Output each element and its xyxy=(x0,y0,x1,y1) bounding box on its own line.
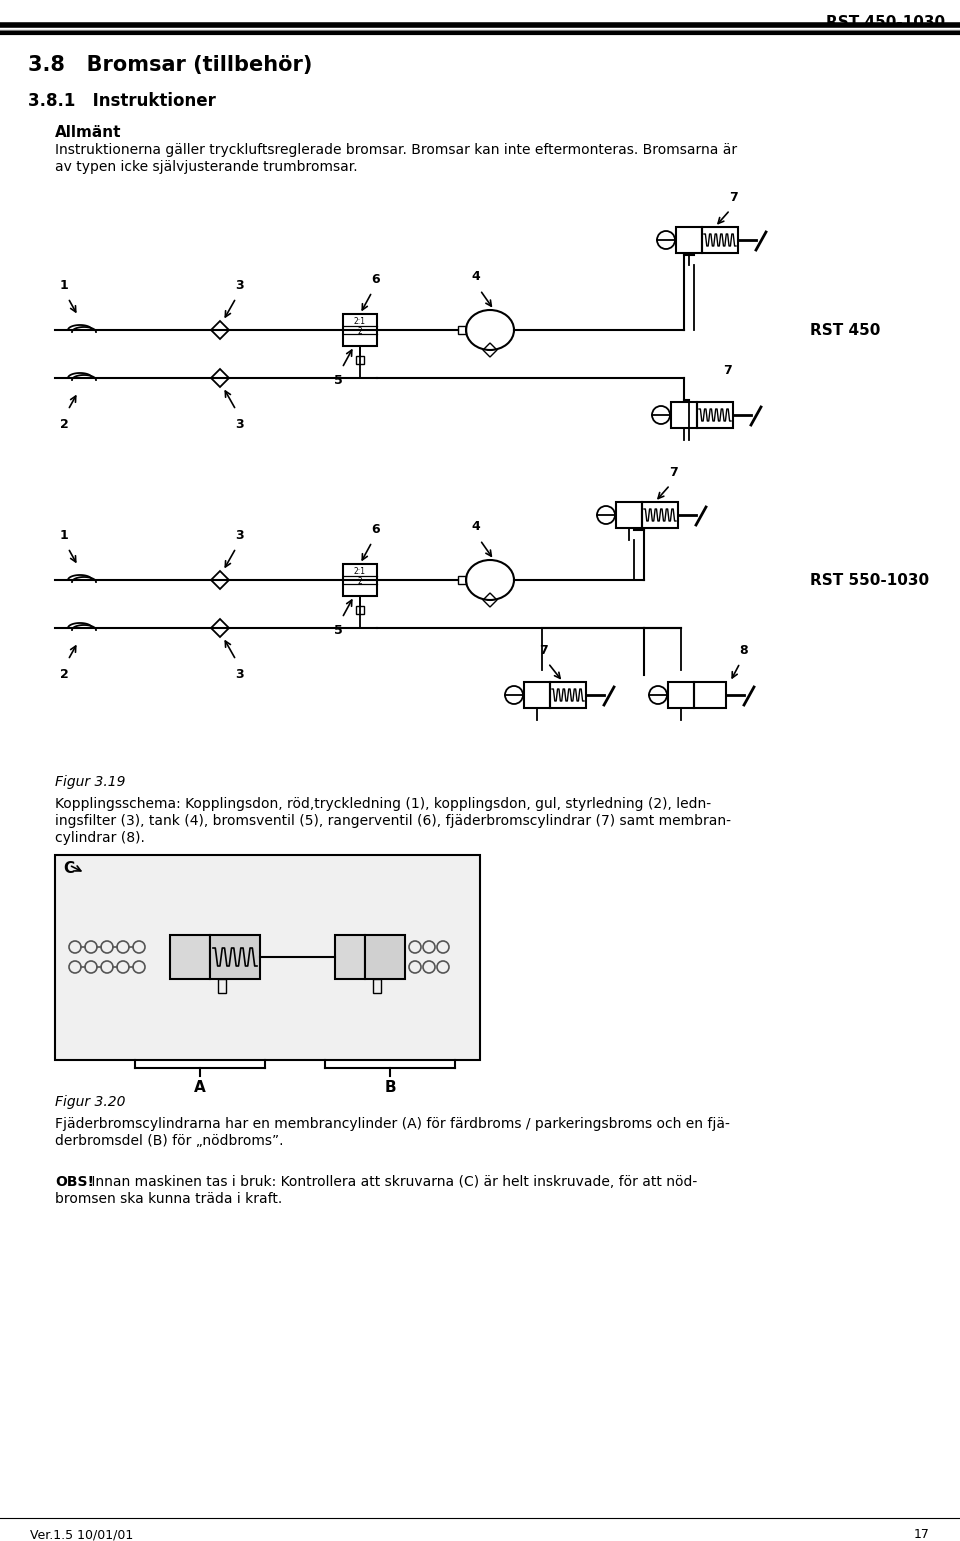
Text: 4: 4 xyxy=(471,519,480,533)
Text: 3: 3 xyxy=(236,279,244,291)
Text: bromsen ska kunna träda i kraft.: bromsen ska kunna träda i kraft. xyxy=(55,1193,282,1207)
Text: OBS!: OBS! xyxy=(55,1174,94,1190)
Bar xyxy=(524,683,550,707)
Text: A: A xyxy=(194,1080,205,1096)
Bar xyxy=(697,402,733,428)
Text: 3.8.1   Instruktioner: 3.8.1 Instruktioner xyxy=(28,92,216,109)
Text: 2: 2 xyxy=(60,667,68,681)
Bar xyxy=(458,576,466,584)
Text: av typen icke självjusterande trumbromsar.: av typen icke självjusterande trumbromsa… xyxy=(55,160,358,174)
Bar xyxy=(365,935,405,979)
Bar xyxy=(458,327,466,334)
Text: cylindrar (8).: cylindrar (8). xyxy=(55,831,145,844)
Text: 3.8   Bromsar (tillbehör): 3.8 Bromsar (tillbehör) xyxy=(28,55,312,76)
Bar xyxy=(343,564,377,596)
Text: 2:1: 2:1 xyxy=(354,567,366,575)
Bar xyxy=(642,502,678,529)
Text: Innan maskinen tas i bruk: Kontrollera att skruvarna (C) är helt inskruvade, för: Innan maskinen tas i bruk: Kontrollera a… xyxy=(87,1174,697,1190)
Bar xyxy=(335,935,365,979)
Text: 3: 3 xyxy=(236,418,244,431)
Text: Kopplingsschema: Kopplingsdon, röd,tryckledning (1), kopplingsdon, gul, styrledn: Kopplingsschema: Kopplingsdon, röd,tryck… xyxy=(55,797,711,811)
Text: 1: 1 xyxy=(60,529,68,542)
Text: Figur 3.19: Figur 3.19 xyxy=(55,775,126,789)
Text: 17: 17 xyxy=(914,1529,930,1541)
Bar xyxy=(170,935,210,979)
Text: 2: 2 xyxy=(358,576,362,586)
Text: derbromsdel (B) för „nödbroms”.: derbromsdel (B) för „nödbroms”. xyxy=(55,1134,283,1148)
Text: 7: 7 xyxy=(540,644,548,656)
Bar xyxy=(694,683,726,707)
Bar xyxy=(676,227,702,253)
Bar xyxy=(373,979,381,992)
Text: 7: 7 xyxy=(730,191,738,203)
Bar xyxy=(356,606,364,613)
Text: Fjäderbromscylindrarna har en membrancylinder (A) för färdbroms / parkeringsbrom: Fjäderbromscylindrarna har en membrancyl… xyxy=(55,1117,730,1131)
Text: RST 550-1030: RST 550-1030 xyxy=(810,573,929,587)
Bar xyxy=(702,227,738,253)
Text: RST 450-1030: RST 450-1030 xyxy=(826,15,945,29)
Text: 2: 2 xyxy=(358,327,362,336)
Text: 7: 7 xyxy=(670,465,679,479)
Text: Figur 3.20: Figur 3.20 xyxy=(55,1096,126,1110)
Text: 4: 4 xyxy=(471,270,480,284)
Text: 8: 8 xyxy=(740,644,748,656)
Text: B: B xyxy=(384,1080,396,1096)
Text: 2:1: 2:1 xyxy=(354,316,366,325)
Text: C: C xyxy=(63,861,74,875)
Bar xyxy=(671,402,697,428)
Text: 5: 5 xyxy=(334,374,343,387)
Text: ingsfilter (3), tank (4), bromsventil (5), rangerventil (6), fjäderbromscylindra: ingsfilter (3), tank (4), bromsventil (5… xyxy=(55,814,731,828)
Text: 6: 6 xyxy=(372,273,380,287)
Text: 3: 3 xyxy=(236,667,244,681)
Text: 7: 7 xyxy=(723,364,732,378)
Bar xyxy=(668,683,694,707)
Text: 6: 6 xyxy=(372,522,380,536)
Bar xyxy=(550,683,586,707)
Text: 3: 3 xyxy=(236,529,244,542)
Text: Ver.1.5 10/01/01: Ver.1.5 10/01/01 xyxy=(30,1529,133,1541)
Bar xyxy=(343,314,377,347)
Bar xyxy=(55,855,480,1060)
Text: 1: 1 xyxy=(60,279,68,291)
Bar xyxy=(616,502,642,529)
Bar xyxy=(218,979,226,992)
Text: Allmänt: Allmänt xyxy=(55,125,122,140)
Text: 5: 5 xyxy=(334,624,343,636)
Text: 2: 2 xyxy=(60,418,68,431)
Text: Instruktionerna gäller tryckluftsreglerade bromsar. Bromsar kan inte eftermonter: Instruktionerna gäller tryckluftsreglera… xyxy=(55,143,737,157)
Text: RST 450: RST 450 xyxy=(810,322,880,337)
Bar xyxy=(210,935,260,979)
Bar xyxy=(356,356,364,364)
